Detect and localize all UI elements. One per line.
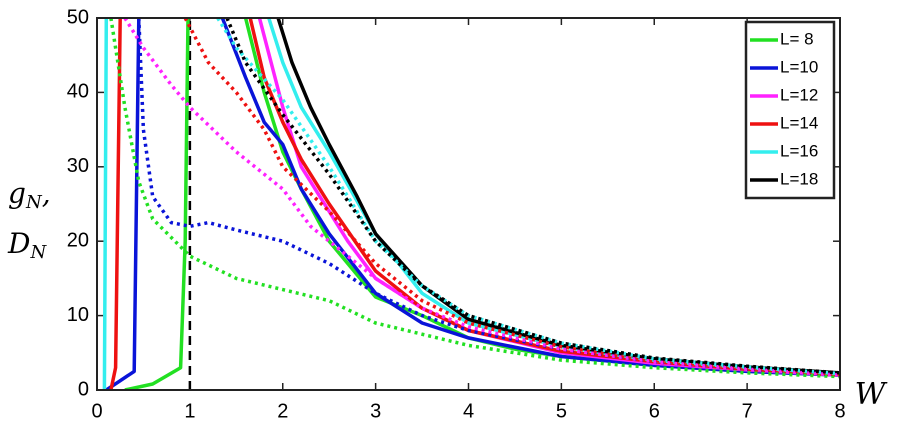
legend-label: L= 8 xyxy=(780,29,814,48)
dotted-line xyxy=(183,18,840,377)
y-tick-label: 0 xyxy=(78,378,89,400)
dotted-line xyxy=(216,18,840,376)
y-tick-label: 10 xyxy=(67,304,89,326)
x-axis-label: W xyxy=(855,377,888,412)
legend-label: L=14 xyxy=(780,113,818,132)
y-tick-label: 50 xyxy=(67,6,89,28)
plot-area xyxy=(102,18,840,390)
y-label-subscript: N xyxy=(29,242,47,263)
plot-frame xyxy=(96,17,841,391)
y-axis-label: gN, xyxy=(8,177,51,214)
x-tick-label: 2 xyxy=(277,400,288,422)
x-tick-label: 7 xyxy=(742,400,753,422)
x-tick-label: 6 xyxy=(649,400,660,422)
y-label-text: , xyxy=(42,177,51,210)
legend-label: L=10 xyxy=(780,57,818,76)
y-label-subscript: N xyxy=(25,192,43,213)
legend-label: L=18 xyxy=(780,169,818,188)
y-tick-label: 20 xyxy=(67,229,89,251)
x-tick-label: 5 xyxy=(556,400,567,422)
legend-label: L=16 xyxy=(780,141,818,160)
y-tick-label: 30 xyxy=(67,155,89,177)
y-label-text: D xyxy=(7,227,30,260)
x-tick-label: 1 xyxy=(184,400,195,422)
y-label-text: g xyxy=(8,177,26,210)
x-tick-label: 8 xyxy=(834,400,845,422)
solid-line xyxy=(105,18,840,390)
y-tick-label: 40 xyxy=(67,81,89,103)
dotted-line xyxy=(123,18,840,377)
x-tick-label: 4 xyxy=(463,400,474,422)
x-tick-label: 3 xyxy=(370,400,381,422)
x-tick-label: 0 xyxy=(91,400,102,422)
dotted-line xyxy=(225,18,840,375)
y-axis-label: DN xyxy=(7,227,47,264)
legend-label: L=12 xyxy=(780,85,818,104)
legend-box xyxy=(744,20,836,200)
